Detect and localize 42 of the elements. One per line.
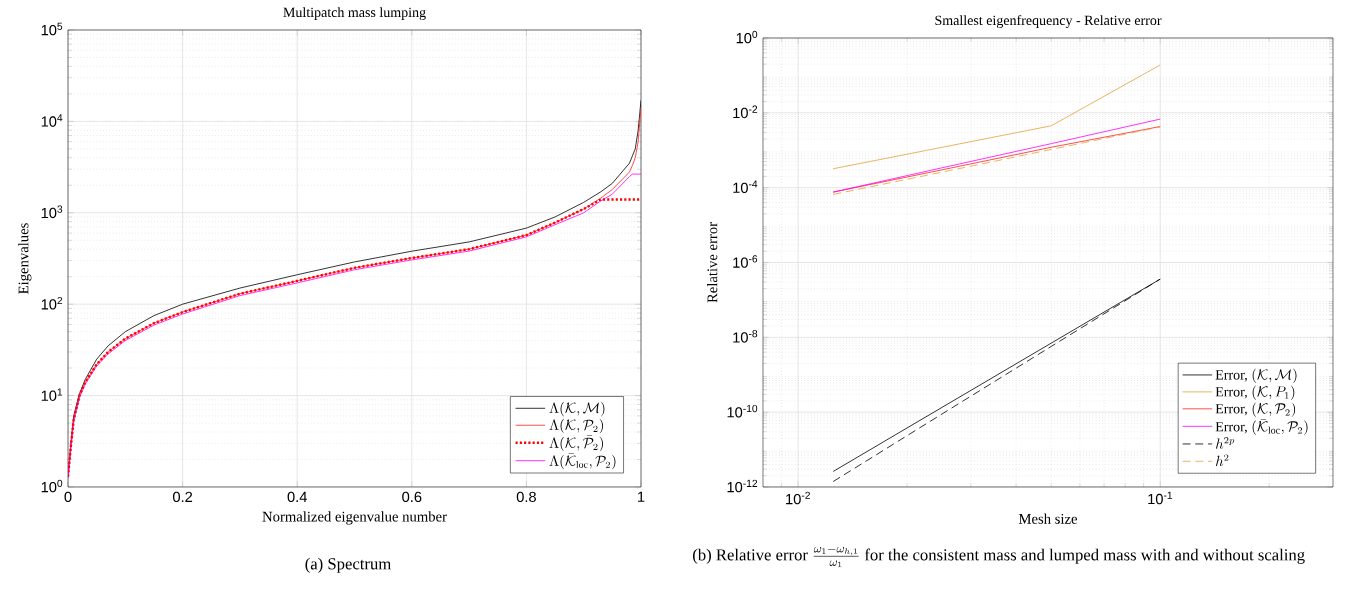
text: (a) Spectrum	[305, 557, 392, 573]
legend-label: $\text{Error, }(\mathcal{K},\mathcal{P}_2)$	[1215, 402, 1296, 417]
y-tick-label: 10$^{-2}$	[733, 105, 758, 119]
legend-label: $h^{2p}$	[1216, 437, 1235, 449]
x-tick-label: 10$^{-2}$	[786, 491, 810, 505]
legend-label: $\Lambda(\mathcal{K},\mathcal{P}_2)$	[549, 418, 603, 434]
x-tick-label: 0.6	[402, 491, 422, 503]
y-tick-label: 10$^{-10}$	[727, 404, 758, 418]
y-tick-label: 10$^{0}$	[736, 30, 758, 44]
y-tick-label: 10$^{-12}$	[727, 479, 758, 493]
x-axis-title: Normalized eigenvalue number	[262, 511, 447, 525]
y-tick-label: 10$^{-8}$	[733, 330, 758, 343]
legend-label: $\text{Error, }(\mathcal{K},P_1)$	[1215, 385, 1295, 401]
legend-label: $\Lambda(\mathcal{K},\bar{\mathcal{P}}_2)$	[549, 435, 603, 452]
y-tick-label: 10$^{-6}$	[733, 255, 758, 268]
y-tick-label: 10$^{1}$	[41, 388, 63, 401]
legend-label: $\Lambda(\bar{\mathcal{K}}_{\mathrm{loc}},\mathcal{P}_2)$	[549, 453, 616, 470]
y-tick-label: 10$^{5}$	[41, 22, 63, 36]
x-axis-title: Mesh size	[1018, 513, 1078, 524]
y-axis-title: Relative error	[707, 222, 718, 303]
y-tick-label: 10$^{2}$	[41, 296, 63, 310]
x-tick-label: 0.2	[172, 491, 193, 503]
y-tick-label: 10$^{4}$	[41, 114, 63, 127]
chart-title: Smallest eigenfrequency - Relative error	[935, 15, 1162, 28]
x-tick-label: 0.4	[287, 491, 307, 503]
x-tick-label: 1	[638, 491, 645, 502]
chart-title: Multipatch mass lumping	[283, 7, 426, 20]
line-series	[832, 64, 1161, 170]
legend-label: $\text{Error, }(\mathcal{K},\mathcal{M})$	[1215, 368, 1297, 384]
legend-label: $\Lambda(\mathcal{K},\mathcal{M})$	[549, 401, 605, 417]
text: for the consistent mass and lumped mass with and without scaling	[864, 548, 1305, 564]
y-tick-label: 10$^{-4}$	[733, 180, 758, 194]
legend-label: $\text{Error, }(\bar{\mathcal{K}}_{\mathrm{loc}},\mathcal{P}_2)$	[1215, 418, 1308, 435]
text: (b) Relative error	[693, 548, 808, 564]
y-tick-label: 10$^{0}$	[41, 479, 63, 493]
y-tick-label: 10$^{3}$	[41, 205, 63, 219]
y-axis-title: Eigenvalues	[18, 223, 32, 294]
x-tick-label: 10$^{-1}$	[1148, 491, 1173, 505]
legend-label: $h^{2}$	[1216, 454, 1229, 467]
x-tick-label: 0	[64, 491, 72, 503]
x-tick-label: 0.8	[516, 491, 536, 503]
text: $\frac{\omega_1-\omega_{h,1}}{\omega_1}$	[813, 547, 859, 568]
